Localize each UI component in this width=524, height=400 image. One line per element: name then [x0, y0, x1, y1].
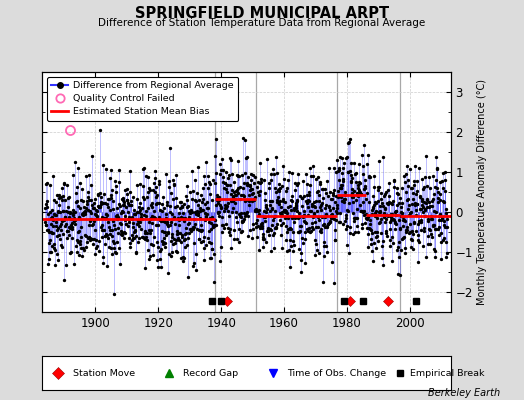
Text: Station Move: Station Move	[72, 368, 135, 378]
Text: Record Gap: Record Gap	[183, 368, 238, 378]
Text: Empirical Break: Empirical Break	[410, 368, 484, 378]
Y-axis label: Monthly Temperature Anomaly Difference (°C): Monthly Temperature Anomaly Difference (…	[477, 79, 487, 305]
Text: Difference of Station Temperature Data from Regional Average: Difference of Station Temperature Data f…	[99, 18, 425, 28]
Text: SPRINGFIELD MUNICIPAL ARPT: SPRINGFIELD MUNICIPAL ARPT	[135, 6, 389, 21]
Text: Berkeley Earth: Berkeley Earth	[428, 388, 500, 398]
Legend: Difference from Regional Average, Quality Control Failed, Estimated Station Mean: Difference from Regional Average, Qualit…	[47, 77, 238, 121]
Text: Time of Obs. Change: Time of Obs. Change	[287, 368, 386, 378]
